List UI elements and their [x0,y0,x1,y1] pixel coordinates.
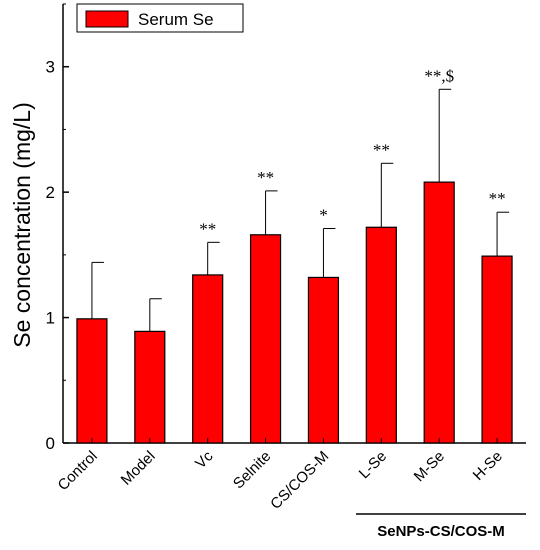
x-tick-label: Control [55,448,101,494]
bar [76,318,108,444]
significance-label: ** [257,168,274,187]
x-tick-label: CS/COS-M [267,448,332,513]
x-tick-label: Model [118,448,159,489]
y-tick-label: 3 [46,58,55,77]
legend-swatch [85,10,129,28]
significance-label: **,$ [424,66,454,85]
bar [365,226,397,444]
bar [192,274,224,444]
y-tick-label: 2 [46,183,55,202]
y-tick-label: 0 [46,434,55,453]
bar [134,330,166,444]
bars: *********,$** [76,66,513,444]
x-tick-label: Selnite [230,448,274,492]
significance-label: ** [373,140,390,159]
y-axis-label: Se concentration (mg/L) [9,102,35,347]
legend-label: Serum Se [138,10,214,29]
group-bracket: SeNPs-CS/COS-M [356,513,526,540]
bar [481,255,513,444]
x-tick-label: H-Se [470,448,506,484]
x-tick-label: L-Se [356,448,390,482]
significance-label: ** [199,219,216,238]
group-label: SeNPs-CS/COS-M [377,523,505,540]
significance-label: ** [489,189,506,208]
legend: Serum Se [76,3,244,33]
axes [62,4,526,444]
bar [423,181,455,444]
bar [307,276,340,444]
y-tick-label: 1 [46,309,55,328]
y-ticks: 0 1 2 3 [46,3,69,453]
significance-label: * [319,206,328,225]
x-tick-label: Vc [192,447,217,472]
x-tick-label: M-Se [411,448,448,485]
bar [249,234,282,444]
